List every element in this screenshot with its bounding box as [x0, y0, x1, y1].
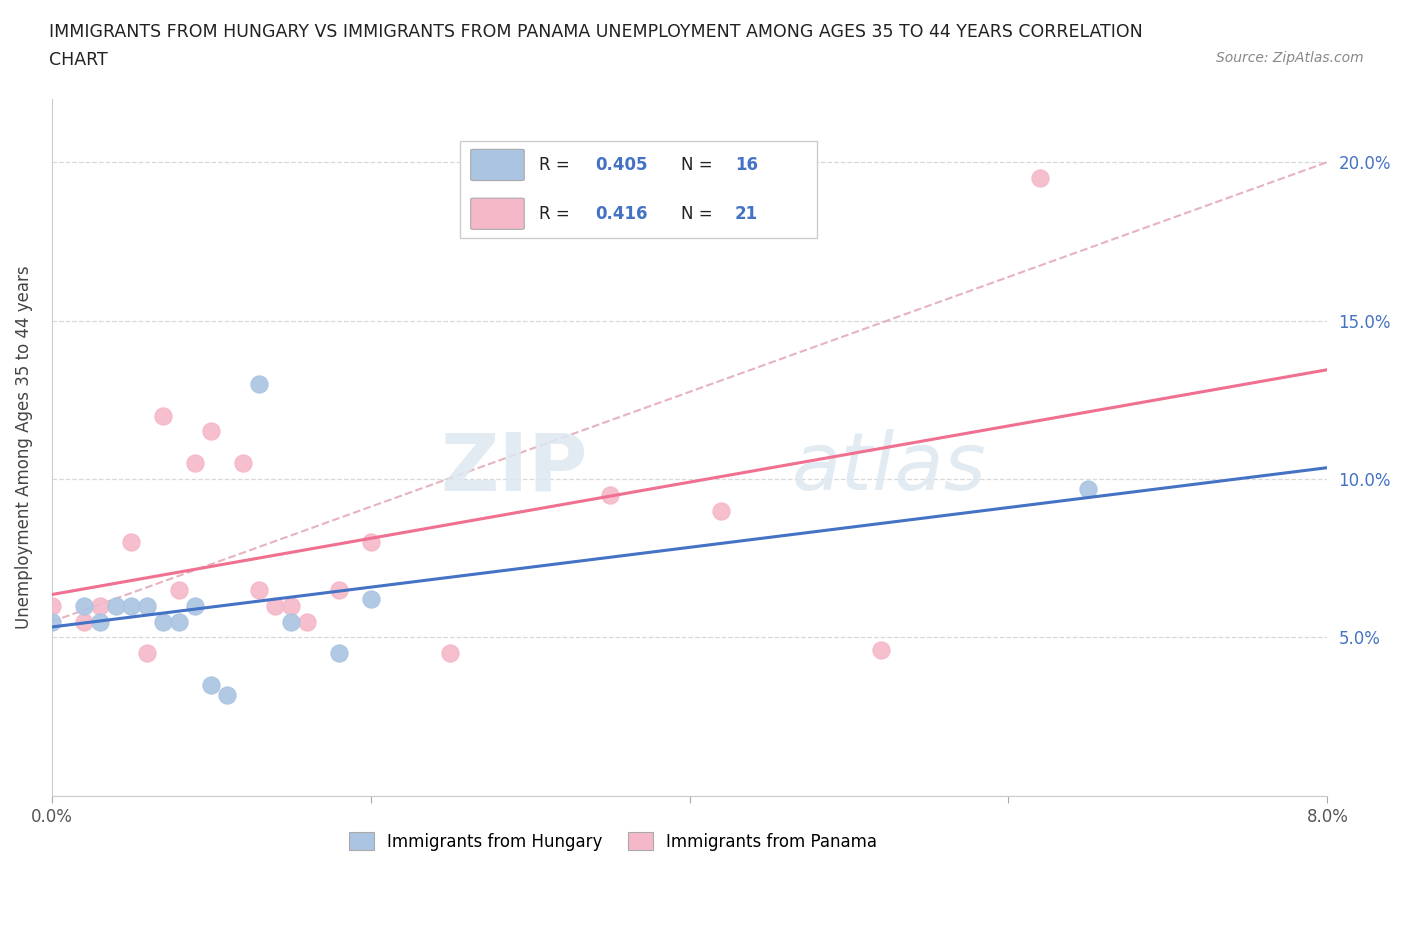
Point	[870, 643, 893, 658]
Y-axis label: Unemployment Among Ages 35 to 44 years: Unemployment Among Ages 35 to 44 years	[15, 265, 32, 629]
Point	[360, 535, 382, 550]
Point	[232, 456, 254, 471]
Point	[264, 598, 287, 613]
Point	[184, 456, 207, 471]
Point	[360, 592, 382, 607]
Point	[710, 503, 733, 518]
Point	[121, 535, 143, 550]
Point	[184, 598, 207, 613]
Point	[136, 598, 159, 613]
Point	[217, 687, 239, 702]
Point	[121, 598, 143, 613]
Text: atlas: atlas	[792, 430, 987, 507]
Point	[328, 645, 350, 660]
Point	[169, 614, 191, 629]
Point	[72, 614, 94, 629]
Text: IMMIGRANTS FROM HUNGARY VS IMMIGRANTS FROM PANAMA UNEMPLOYMENT AMONG AGES 35 TO : IMMIGRANTS FROM HUNGARY VS IMMIGRANTS FR…	[49, 23, 1143, 41]
Point	[169, 582, 191, 597]
Point	[1077, 481, 1099, 496]
Point	[72, 598, 94, 613]
Text: Source: ZipAtlas.com: Source: ZipAtlas.com	[1216, 51, 1364, 65]
Point	[1029, 170, 1052, 185]
Point	[247, 377, 270, 392]
Point	[280, 598, 302, 613]
Point	[328, 582, 350, 597]
Point	[599, 487, 621, 502]
Point	[295, 614, 318, 629]
Text: CHART: CHART	[49, 51, 108, 69]
Point	[247, 582, 270, 597]
Point	[439, 645, 461, 660]
Legend: Immigrants from Hungary, Immigrants from Panama: Immigrants from Hungary, Immigrants from…	[342, 826, 884, 857]
Point	[152, 614, 174, 629]
Point	[200, 424, 222, 439]
Point	[89, 598, 111, 613]
Point	[89, 614, 111, 629]
Point	[41, 614, 63, 629]
Point	[280, 614, 302, 629]
Point	[104, 598, 127, 613]
Point	[41, 598, 63, 613]
Point	[152, 408, 174, 423]
Point	[200, 678, 222, 693]
Point	[136, 645, 159, 660]
Text: ZIP: ZIP	[440, 430, 588, 507]
